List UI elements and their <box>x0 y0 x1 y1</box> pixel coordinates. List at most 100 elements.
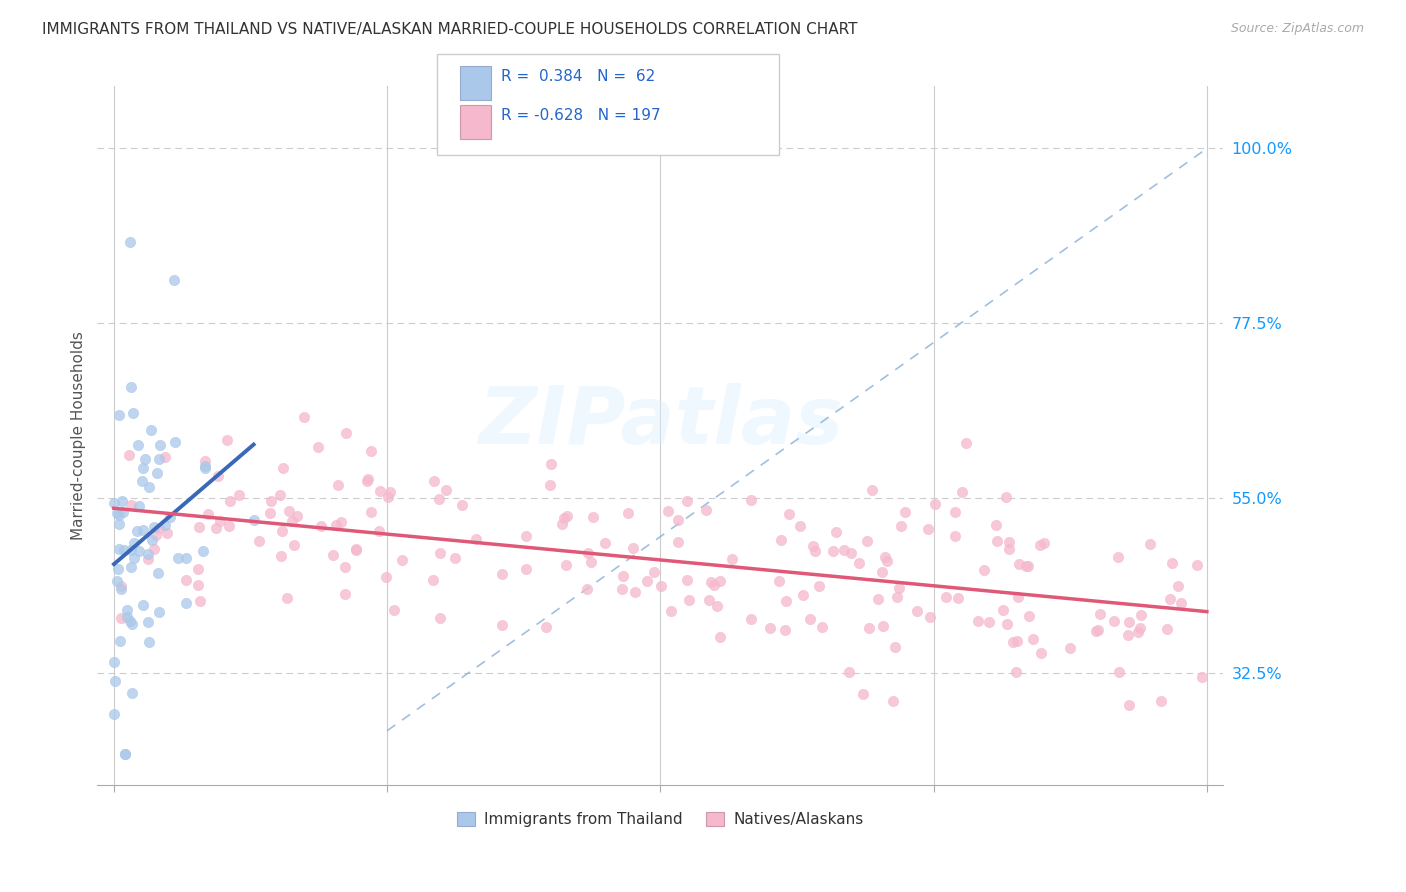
Point <box>269 488 291 502</box>
Point <box>259 506 281 520</box>
Point <box>285 509 308 524</box>
Point <box>872 619 894 633</box>
Point <box>1005 665 1028 680</box>
Point <box>108 408 131 422</box>
Point <box>948 591 970 605</box>
Point <box>105 507 128 521</box>
Point <box>146 566 169 580</box>
Point <box>740 612 762 626</box>
Point <box>1088 607 1111 621</box>
Point <box>491 618 513 632</box>
Point <box>283 538 305 552</box>
Point <box>1156 623 1178 637</box>
Point <box>118 614 141 628</box>
Point <box>120 542 142 557</box>
Point <box>894 505 917 519</box>
Point <box>103 707 125 722</box>
Point <box>889 581 911 595</box>
Point <box>1017 559 1039 574</box>
Point <box>141 533 163 548</box>
Text: R = -0.628   N = 197: R = -0.628 N = 197 <box>501 108 661 123</box>
Point <box>276 591 298 605</box>
Point <box>148 605 170 619</box>
Point <box>367 524 389 538</box>
Point <box>643 565 665 579</box>
Point <box>804 544 827 558</box>
Point <box>876 554 898 568</box>
Point <box>159 509 181 524</box>
Point <box>1022 632 1045 647</box>
Point <box>187 578 209 592</box>
Point <box>882 694 904 708</box>
Point <box>335 425 357 440</box>
Point <box>952 484 974 499</box>
Point <box>860 483 883 497</box>
Point <box>803 540 825 554</box>
Point <box>120 380 142 394</box>
Point <box>676 494 699 508</box>
Point <box>872 566 894 580</box>
Point <box>121 406 143 420</box>
Point <box>890 519 912 533</box>
Point <box>451 498 474 512</box>
Point <box>114 747 136 761</box>
Point <box>148 451 170 466</box>
Point <box>856 533 879 548</box>
Point <box>666 535 689 549</box>
Point <box>391 553 413 567</box>
Point <box>115 610 138 624</box>
Point <box>138 635 160 649</box>
Point <box>838 665 860 679</box>
Point <box>825 524 848 539</box>
Point <box>945 529 967 543</box>
Point <box>905 604 928 618</box>
Point <box>156 525 179 540</box>
Point <box>344 543 367 558</box>
Point <box>120 560 142 574</box>
Point <box>325 518 347 533</box>
Point <box>333 559 356 574</box>
Point <box>977 615 1000 630</box>
Point <box>778 507 800 521</box>
Point <box>127 437 149 451</box>
Point <box>676 573 699 587</box>
Point <box>657 504 679 518</box>
Point <box>308 440 330 454</box>
Point <box>122 536 145 550</box>
Point <box>205 521 228 535</box>
Point <box>1108 665 1130 679</box>
Point <box>108 634 131 648</box>
Point <box>873 550 896 565</box>
Point <box>357 472 380 486</box>
Point <box>368 484 391 499</box>
Point <box>422 573 444 587</box>
Point <box>1150 693 1173 707</box>
Point <box>215 434 238 448</box>
Point <box>281 514 304 528</box>
Point <box>998 542 1021 557</box>
Point <box>1118 615 1140 630</box>
Point <box>858 621 880 635</box>
Point <box>444 550 467 565</box>
Point <box>759 621 782 635</box>
Point <box>434 483 457 498</box>
Point <box>356 474 378 488</box>
Point <box>1159 592 1181 607</box>
Point <box>247 534 270 549</box>
Point <box>491 566 513 581</box>
Point <box>538 478 561 492</box>
Point <box>851 687 873 701</box>
Point <box>576 546 599 560</box>
Point <box>131 474 153 488</box>
Point <box>112 505 135 519</box>
Point <box>515 562 537 576</box>
Point <box>666 513 689 527</box>
Point <box>695 503 717 517</box>
Point <box>706 599 728 614</box>
Point <box>579 555 602 569</box>
Point <box>593 535 616 549</box>
Point <box>924 497 946 511</box>
Point <box>1118 698 1140 712</box>
Point <box>612 569 634 583</box>
Point <box>1191 670 1213 684</box>
